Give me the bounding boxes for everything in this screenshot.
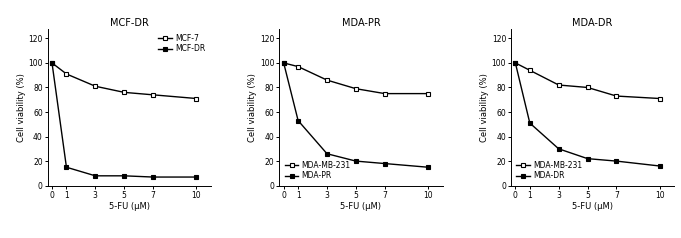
MDA-MB-231 [511,61,520,64]
MDA-DR [656,165,664,168]
MDA-DR [554,147,563,150]
MDA-MB-231 [294,65,302,68]
MCF-7 [120,91,128,94]
MCF-7 [48,61,56,64]
Line: MDA-MB-231: MDA-MB-231 [282,61,430,96]
MDA-PR [424,166,432,169]
MDA-PR [381,162,389,165]
MCF-DR [91,174,99,177]
Line: MDA-DR: MDA-DR [513,61,662,168]
MDA-MB-231 [352,87,360,90]
MCF-7 [91,85,99,88]
MCF-DR [120,174,128,177]
MDA-MB-231 [323,79,331,82]
MCF-DR [48,61,56,64]
MCF-DR [192,176,200,178]
Legend: MCF-7, MCF-DR: MCF-7, MCF-DR [157,32,207,55]
Line: MDA-PR: MDA-PR [282,61,430,169]
MDA-PR [323,152,331,155]
Legend: MDA-MB-231, MDA-PR: MDA-MB-231, MDA-PR [283,159,352,182]
MCF-7 [192,97,200,100]
Y-axis label: Cell viability (%): Cell viability (%) [16,73,25,142]
MDA-DR [612,160,620,163]
Line: MDA-MB-231: MDA-MB-231 [513,61,662,101]
MDA-MB-231 [280,61,288,64]
MDA-PR [280,61,288,64]
MCF-DR [149,176,157,178]
Title: MDA-DR: MDA-DR [573,18,613,28]
MDA-DR [584,157,592,160]
MDA-DR [526,122,534,124]
Y-axis label: Cell viability (%): Cell viability (%) [248,73,257,142]
MDA-MB-231 [612,95,620,98]
MCF-7 [63,73,71,75]
Line: MCF-7: MCF-7 [50,61,198,101]
MDA-MB-231 [526,69,534,72]
Y-axis label: Cell viability (%): Cell viability (%) [480,73,489,142]
Line: MCF-DR: MCF-DR [50,61,198,179]
Title: MCF-DR: MCF-DR [110,18,148,28]
MDA-DR [511,61,520,64]
MDA-MB-231 [554,84,563,86]
MCF-DR [63,166,71,169]
X-axis label: 5-FU (μM): 5-FU (μM) [572,202,613,211]
MDA-PR [352,160,360,163]
Legend: MDA-MB-231, MDA-DR: MDA-MB-231, MDA-DR [515,159,584,182]
MCF-7 [149,93,157,96]
MDA-MB-231 [424,92,432,95]
MDA-MB-231 [381,92,389,95]
Title: MDA-PR: MDA-PR [342,18,380,28]
MDA-PR [294,119,302,122]
MDA-MB-231 [584,86,592,89]
MDA-MB-231 [656,97,664,100]
X-axis label: 5-FU (μM): 5-FU (μM) [109,202,150,211]
X-axis label: 5-FU (μM): 5-FU (μM) [340,202,381,211]
